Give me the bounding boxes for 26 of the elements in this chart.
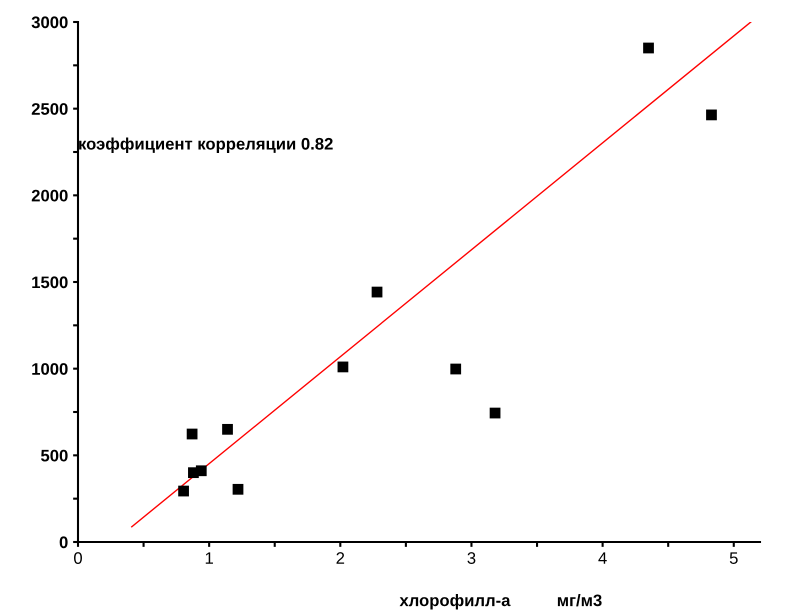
y-tick-label: 2000 bbox=[32, 190, 68, 202]
y-tick-label: 2500 bbox=[32, 103, 68, 115]
point bbox=[186, 428, 198, 440]
x-tick-label: 1 bbox=[206, 552, 213, 564]
x-tick-label: 2 bbox=[336, 552, 344, 564]
y-tick-label: 0 bbox=[60, 536, 68, 548]
y-tick-label: 3000 bbox=[32, 16, 68, 28]
point bbox=[338, 362, 348, 372]
y-tick-label: 1500 bbox=[32, 276, 68, 288]
x-axis-title: хлорофилл-а мг/м3 bbox=[400, 594, 602, 610]
point bbox=[222, 424, 233, 435]
point bbox=[232, 484, 244, 495]
y-tick-label: 1000 bbox=[32, 363, 68, 375]
point bbox=[196, 465, 207, 476]
x-tick-label: 4 bbox=[598, 552, 607, 564]
annotation: коэффициент корреляции 0.82 bbox=[79, 137, 333, 154]
point bbox=[372, 286, 382, 298]
point bbox=[450, 364, 462, 374]
x-tick-label: 0 bbox=[74, 552, 82, 564]
point bbox=[706, 110, 717, 120]
point bbox=[643, 42, 654, 54]
y-tick-label: 500 bbox=[40, 450, 68, 462]
point bbox=[490, 408, 500, 418]
x-tick-label: 3 bbox=[467, 552, 476, 564]
point bbox=[178, 486, 189, 496]
x-tick-label: 5 bbox=[730, 552, 738, 564]
